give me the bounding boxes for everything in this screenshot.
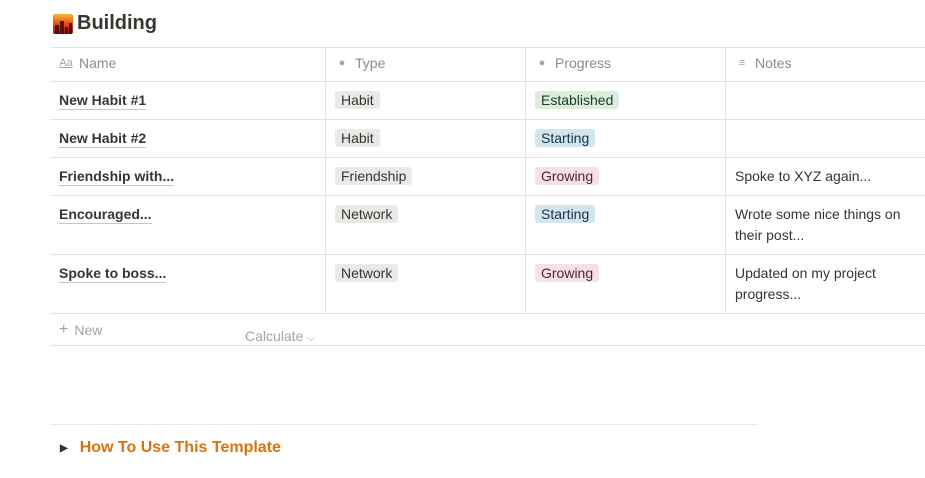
table-row[interactable]: New Habit #1 Habit Established	[50, 82, 925, 120]
notes-cell[interactable]: Updated on my project progress...	[726, 255, 925, 313]
progress-tag[interactable]: Growing	[535, 167, 600, 185]
progress-cell[interactable]: Starting	[526, 196, 726, 254]
toggle-how-to-use[interactable]: ▶ How To Use This Template	[60, 439, 281, 457]
text-aa-icon: Aa	[59, 57, 73, 69]
page-title-text: Building	[77, 12, 157, 34]
type-tag[interactable]: Network	[335, 264, 399, 282]
column-label: Notes	[755, 55, 792, 71]
column-label: Name	[79, 55, 117, 71]
row-name[interactable]: Friendship with...	[59, 168, 175, 186]
row-name[interactable]: Encouraged...	[59, 206, 152, 224]
type-tag[interactable]: Network	[335, 205, 399, 223]
progress-cell[interactable]: Growing	[526, 255, 726, 313]
type-cell[interactable]: Habit	[326, 120, 526, 157]
notes-text: Wrote some nice things on their post...	[735, 206, 901, 243]
notes-cell[interactable]	[726, 120, 925, 157]
type-tag[interactable]: Friendship	[335, 167, 413, 185]
progress-tag[interactable]: Starting	[535, 205, 596, 223]
notes-text: Updated on my project progress...	[735, 265, 876, 302]
name-cell[interactable]: Encouraged...	[50, 196, 326, 254]
type-cell[interactable]: Habit	[326, 82, 526, 119]
new-row-button[interactable]: + New	[50, 314, 925, 346]
table-row[interactable]: Encouraged... Network Starting Wrote som…	[50, 196, 925, 255]
notes-cell[interactable]: Wrote some nice things on their post...	[726, 196, 925, 254]
progress-tag[interactable]: Starting	[535, 129, 596, 147]
type-cell[interactable]: Friendship	[326, 158, 526, 195]
notes-cell[interactable]	[726, 82, 925, 119]
notes-cell[interactable]: Spoke to XYZ again...	[726, 158, 925, 195]
column-header-notes[interactable]: ≡ Notes	[726, 48, 925, 81]
type-cell[interactable]: Network	[326, 196, 526, 254]
name-cell[interactable]: Spoke to boss...	[50, 255, 326, 313]
name-cell[interactable]: Friendship with...	[50, 158, 326, 195]
triangle-right-icon[interactable]: ▶	[60, 442, 68, 454]
progress-cell[interactable]: Growing	[526, 158, 726, 195]
divider	[50, 424, 758, 425]
city-sunset-icon	[53, 13, 73, 34]
column-header-name[interactable]: Aa Name	[50, 48, 326, 81]
name-cell[interactable]: New Habit #2	[50, 120, 326, 157]
select-icon: ●	[538, 57, 546, 69]
name-cell[interactable]: New Habit #1	[50, 82, 326, 119]
table-row[interactable]: Spoke to boss... Network Growing Updated…	[50, 255, 925, 314]
table-header: Aa Name ● Type ● Progress ≡ Notes	[50, 48, 925, 82]
table-row[interactable]: Friendship with... Friendship Growing Sp…	[50, 158, 925, 196]
page-title: Building	[53, 12, 157, 35]
toggle-label: How To Use This Template	[79, 439, 281, 456]
progress-tag[interactable]: Growing	[535, 264, 600, 282]
new-label: New	[74, 321, 103, 338]
row-name[interactable]: New Habit #1	[59, 92, 147, 110]
column-label: Progress	[555, 55, 612, 71]
database-table: Aa Name ● Type ● Progress ≡ Notes New Habit …	[50, 47, 925, 346]
calculate-label: Calculate	[245, 328, 304, 344]
select-icon: ●	[338, 57, 346, 69]
table-row[interactable]: New Habit #2 Habit Starting	[50, 120, 925, 158]
column-header-type[interactable]: ● Type	[326, 48, 526, 81]
type-tag[interactable]: Habit	[335, 129, 380, 147]
calculate-button[interactable]: Calculate ⌵	[245, 328, 315, 344]
row-name[interactable]: Spoke to boss...	[59, 265, 167, 283]
type-tag[interactable]: Habit	[335, 91, 380, 109]
progress-tag[interactable]: Established	[535, 91, 620, 109]
progress-cell[interactable]: Starting	[526, 120, 726, 157]
progress-cell[interactable]: Established	[526, 82, 726, 119]
plus-icon: +	[59, 320, 69, 338]
notes-text: Spoke to XYZ again...	[735, 168, 872, 184]
row-name[interactable]: New Habit #2	[59, 130, 147, 148]
chevron-down-icon: ⌵	[307, 333, 315, 344]
column-header-progress[interactable]: ● Progress	[526, 48, 726, 81]
text-lines-icon: ≡	[738, 57, 746, 69]
type-cell[interactable]: Network	[326, 255, 526, 313]
column-label: Type	[355, 55, 386, 71]
